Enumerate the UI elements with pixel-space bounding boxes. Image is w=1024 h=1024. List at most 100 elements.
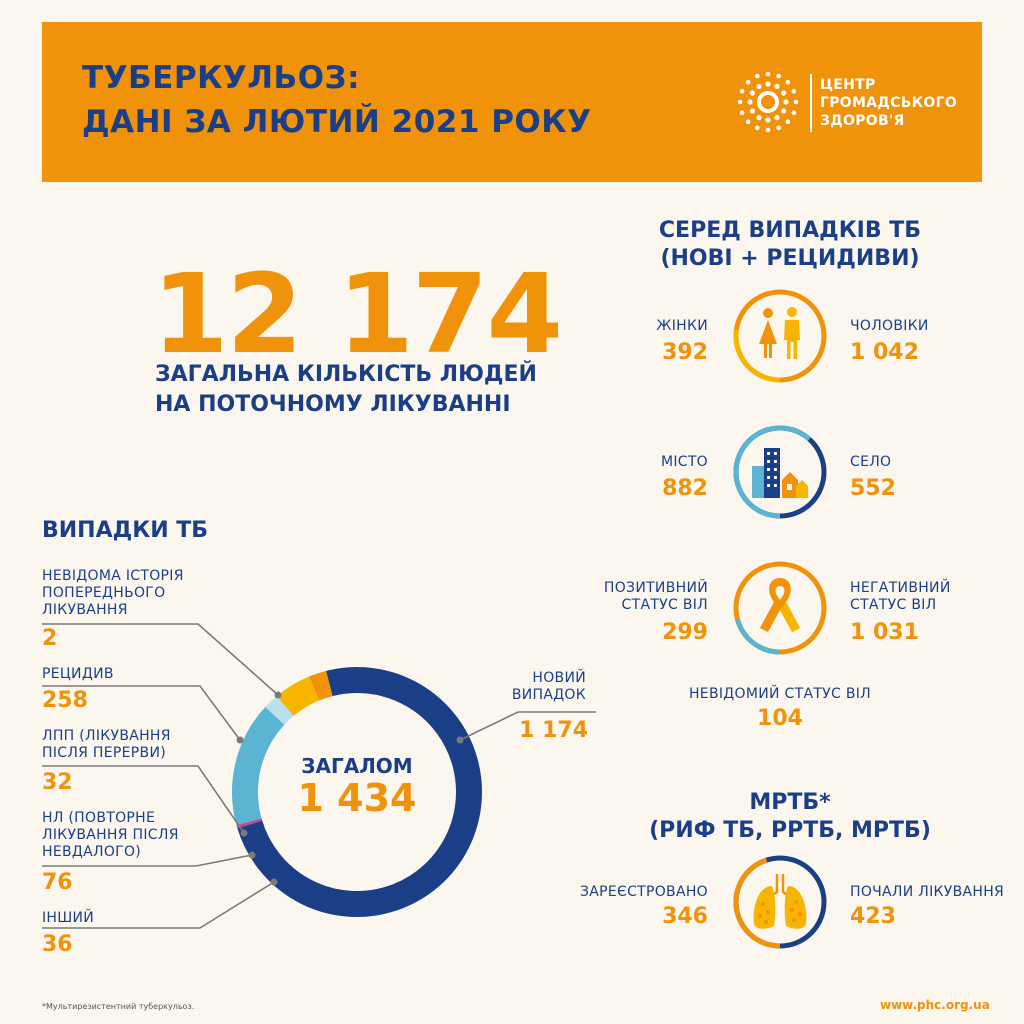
logo-dot bbox=[754, 73, 760, 79]
gender-men-label: ЧОЛОВІКИ bbox=[850, 318, 929, 334]
donut-center-label: ЗАГАЛОМ bbox=[301, 754, 413, 778]
logo-dot bbox=[783, 99, 789, 105]
logo-dot bbox=[765, 81, 771, 87]
case-label-line: ЛПП (ЛІКУВАННЯ bbox=[42, 728, 171, 744]
logo-text: ЦЕНТР ГРОМАДСЬКОГО ЗДОРОВ'Я bbox=[820, 76, 957, 130]
leader-line-relapse bbox=[42, 685, 241, 741]
logo-dot bbox=[780, 108, 787, 114]
awareness-ribbon-icon bbox=[760, 578, 800, 632]
case-label-line: ПІСЛЯ ПЕРЕРВИ) bbox=[42, 745, 166, 761]
logo-dot bbox=[765, 71, 771, 77]
hiv-positive-label-line1: ПОЗИТИВНИЙ bbox=[603, 580, 708, 596]
mdr-title-line1: МРТБ* bbox=[749, 790, 831, 815]
case-value-relapse: 258 bbox=[42, 688, 88, 713]
among-title-line2: (НОВІ + РЕЦИДИВИ) bbox=[660, 246, 920, 271]
place-village-value: 552 bbox=[850, 476, 896, 501]
logo-dot bbox=[756, 83, 762, 90]
headline-number: 12 174 bbox=[152, 250, 563, 378]
case-label-relapse: РЕЦИДИВ bbox=[42, 666, 114, 682]
mdr-registered-value: 346 bbox=[662, 904, 708, 929]
place-city-label: МІСТО bbox=[660, 454, 708, 470]
mdr-ring bbox=[733, 855, 827, 949]
logo-dot bbox=[765, 117, 771, 123]
logo-dot bbox=[745, 79, 751, 85]
logo-line1: ЦЕНТР bbox=[820, 77, 876, 93]
leader-dot bbox=[270, 878, 278, 886]
logo-line3: ЗДОРОВ'Я bbox=[820, 113, 905, 129]
logo-dot bbox=[774, 114, 780, 121]
case-label-line: НЛ (ПОВТОРНЕ bbox=[42, 810, 156, 826]
phc-logo-icon bbox=[737, 71, 799, 133]
footnote: *Мультирезистентний туберкульоз. bbox=[42, 1002, 195, 1011]
leader-dot bbox=[456, 736, 464, 744]
donut-slice-0 bbox=[237, 667, 482, 917]
hiv-negative-value: 1 031 bbox=[850, 620, 919, 645]
logo-dot bbox=[776, 73, 782, 79]
gender-women-label: ЖІНКИ bbox=[656, 318, 708, 334]
mdr-title-line2: (РИФ ТБ, РРТБ, МРТБ) bbox=[649, 818, 931, 843]
logo-dot bbox=[749, 108, 756, 114]
case-label-line: ЛІКУВАННЯ ПІСЛЯ bbox=[42, 827, 179, 843]
logo-dot bbox=[754, 125, 760, 131]
place-city-value: 882 bbox=[662, 476, 708, 501]
leader-dot bbox=[240, 829, 248, 837]
logo-dot bbox=[785, 119, 791, 125]
case-label-after-break: ЛПП (ЛІКУВАННЯ ПІСЛЯ ПЕРЕРВИ) bbox=[42, 728, 171, 762]
logo-dot bbox=[791, 88, 797, 94]
case-label-line: ВИПАДОК bbox=[511, 687, 586, 703]
logo-dot bbox=[793, 99, 799, 105]
logo-dot bbox=[780, 90, 787, 96]
city-buildings-icon bbox=[752, 448, 780, 498]
case-label-after-failure: НЛ (ПОВТОРНЕ ЛІКУВАННЯ ПІСЛЯ НЕВДАЛОГО) bbox=[42, 810, 179, 861]
logo-line2: ГРОМАДСЬКОГО bbox=[820, 95, 958, 111]
case-value-other: 36 bbox=[42, 932, 73, 957]
donut-slice-small-highlight bbox=[236, 818, 263, 829]
case-value-unknown-history: 2 bbox=[42, 626, 58, 651]
leader-line-new bbox=[459, 711, 596, 741]
headline-label-line2: НА ПОТОЧНОМУ ЛІКУВАННІ bbox=[155, 392, 511, 417]
leader-line-unknown-history bbox=[42, 623, 279, 696]
gender-men-value: 1 042 bbox=[850, 340, 919, 365]
lungs-icon bbox=[753, 874, 807, 929]
page-title-line2: ДАНІ ЗА ЛЮТИЙ 2021 РОКУ bbox=[82, 104, 592, 140]
cases-title: ВИПАДКИ ТБ bbox=[42, 518, 209, 543]
hiv-positive-label-line2: СТАТУС ВІЛ bbox=[621, 597, 708, 613]
hiv-negative-label-line2: СТАТУС ВІЛ bbox=[850, 597, 937, 613]
leader-dot bbox=[248, 851, 256, 859]
logo-separator bbox=[810, 74, 812, 132]
village-house-icon bbox=[782, 472, 808, 498]
case-label-line: ПОПЕРЕДНЬОГО bbox=[42, 585, 166, 601]
gender-ring bbox=[733, 289, 827, 383]
case-label-unknown-history: НЕВІДОМА ІСТОРІЯ ПОПЕРЕДНЬОГО ЛІКУВАННЯ bbox=[42, 568, 184, 619]
logo-dot bbox=[756, 114, 762, 121]
mdr-started-label: ПОЧАЛИ ЛІКУВАННЯ bbox=[850, 884, 1005, 900]
hiv-unknown-label: НЕВІДОМИЙ СТАТУС ВІЛ bbox=[688, 686, 871, 702]
case-label-line: НЕВІДОМА ІСТОРІЯ bbox=[42, 568, 184, 584]
header-banner bbox=[42, 22, 982, 182]
leader-lines bbox=[42, 623, 596, 929]
case-value-new: 1 174 bbox=[519, 718, 588, 743]
place-village-label: СЕЛО bbox=[850, 454, 892, 470]
case-label-new: НОВИЙ ВИПАДОК bbox=[480, 670, 586, 704]
case-label-line: ЛІКУВАННЯ bbox=[42, 602, 128, 618]
place-ring bbox=[733, 425, 827, 519]
case-value-after-break: 32 bbox=[42, 770, 73, 795]
among-title-line1: СЕРЕД ВИПАДКІВ ТБ bbox=[658, 218, 922, 243]
leader-line-other bbox=[42, 881, 275, 929]
logo-dot bbox=[765, 127, 771, 133]
case-value-after-failure: 76 bbox=[42, 870, 73, 895]
hiv-positive-label: ПОЗИТИВНИЙ СТАТУС ВІЛ bbox=[560, 580, 708, 614]
woman-icon bbox=[759, 308, 777, 358]
gender-women-value: 392 bbox=[662, 340, 708, 365]
donut-slice-3 bbox=[265, 696, 294, 725]
hiv-ring bbox=[733, 561, 827, 655]
logo-dot bbox=[739, 88, 745, 94]
donut-slice-2 bbox=[232, 707, 285, 827]
website-link[interactable]: www.phc.org.ua bbox=[880, 998, 990, 1012]
logo-dot bbox=[774, 83, 780, 90]
hiv-negative-label: НЕГАТИВНИЙ СТАТУС ВІЛ bbox=[850, 580, 951, 614]
donut-slice-4 bbox=[276, 676, 320, 717]
logo-dot bbox=[739, 110, 745, 116]
mdr-started-value: 423 bbox=[850, 904, 896, 929]
leader-line-after-failure bbox=[42, 854, 253, 867]
